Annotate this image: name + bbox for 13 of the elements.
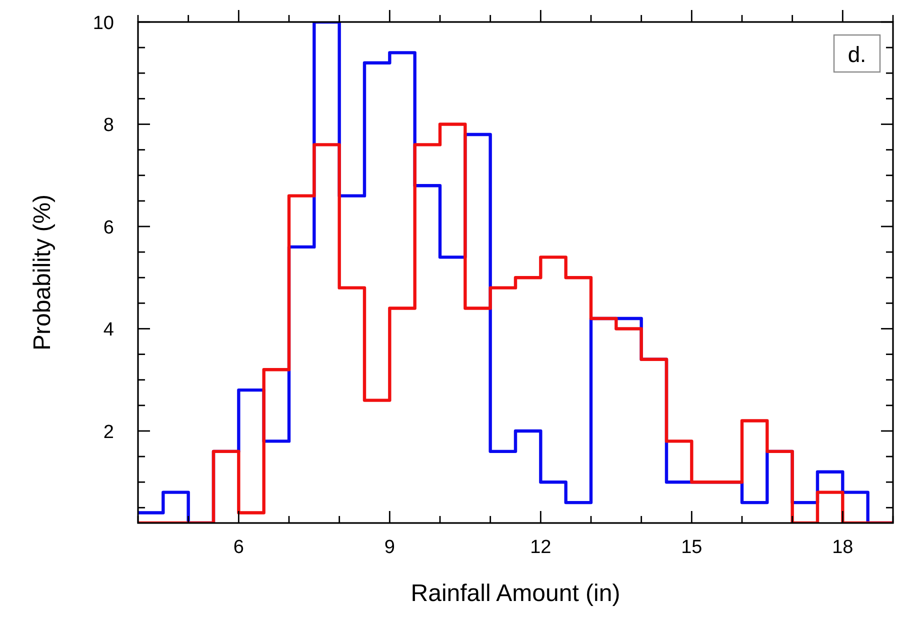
y-tick-label: 2: [103, 422, 114, 443]
x-axis-title: Rainfall Amount (in): [410, 580, 620, 607]
y-tick-label: 8: [103, 115, 114, 136]
y-tick-label: 10: [92, 13, 114, 34]
x-tick-label: 18: [832, 537, 854, 558]
y-tick-label: 4: [103, 320, 114, 341]
x-tick-label: 12: [530, 537, 552, 558]
annotation: d.: [848, 42, 866, 67]
x-tick-label: 15: [681, 537, 702, 558]
y-axis-title: Probability (%): [29, 194, 56, 351]
x-tick-label: 6: [233, 537, 244, 558]
x-tick-label: 9: [384, 537, 395, 558]
y-tick-label: 6: [103, 217, 114, 238]
